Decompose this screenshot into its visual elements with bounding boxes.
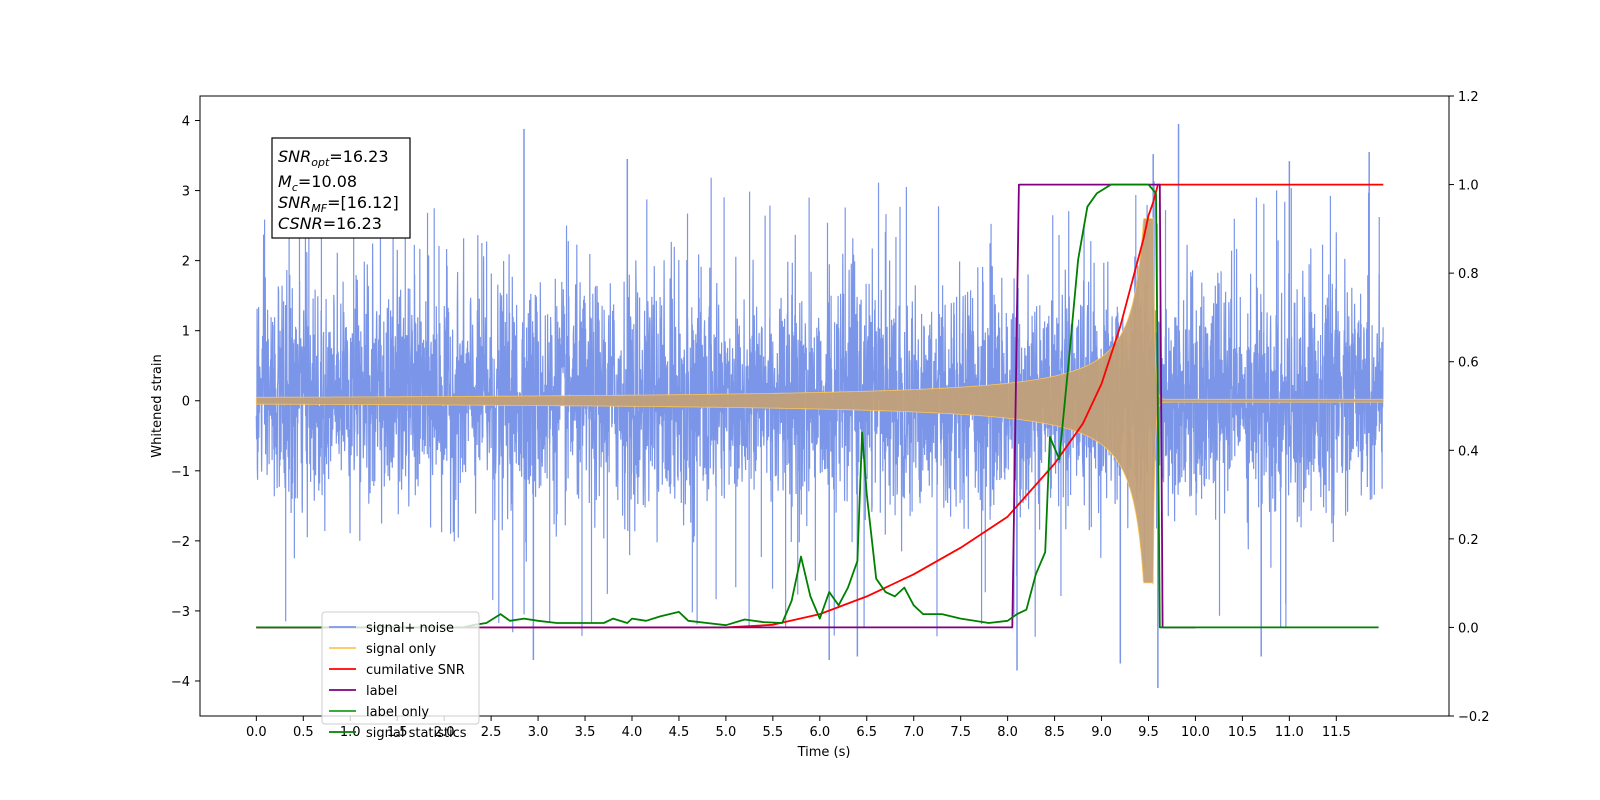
y-right-tick-label: −0.2 bbox=[1458, 710, 1490, 725]
x-tick-label: 3.5 bbox=[575, 725, 596, 740]
y-right-tick-label: 0.4 bbox=[1458, 444, 1479, 459]
x-tick-label: 8.0 bbox=[997, 725, 1018, 740]
legend-label: cumilative SNR bbox=[366, 663, 465, 678]
y-left-tick-label: −2 bbox=[171, 535, 190, 550]
legend-label: signal+ noise bbox=[366, 621, 454, 636]
y-right-tick-label: 0.6 bbox=[1458, 356, 1479, 371]
y-left-tick-label: 2 bbox=[182, 255, 190, 270]
data-layer bbox=[255, 124, 1384, 688]
legend-label: label only bbox=[366, 705, 429, 720]
legend: signal+ noise signal only cumilative SNR la… bbox=[321, 611, 480, 741]
x-tick-label: 0.0 bbox=[246, 725, 267, 740]
x-tick-label: 11.0 bbox=[1275, 725, 1304, 740]
x-tick-label: 6.5 bbox=[856, 725, 877, 740]
y-left-tick-label: 4 bbox=[182, 115, 190, 130]
y-right-tick-label: 0.2 bbox=[1458, 533, 1479, 548]
annotation-snr-mf: SNRMF=[16.12] bbox=[278, 193, 399, 215]
x-axis: 0.0 0.5 1.0 1.5 2.0 2.5 3.0 3.5 4.0 4.5 5.0 5.5 6.0 6… bbox=[246, 716, 1351, 740]
series-signal-only bbox=[255, 217, 1384, 585]
x-tick-label: 4.5 bbox=[669, 725, 690, 740]
x-tick-label: 9.5 bbox=[1138, 725, 1159, 740]
x-tick-label: 5.0 bbox=[716, 725, 737, 740]
x-axis-label: Time (s) bbox=[797, 745, 851, 760]
x-tick-label: 5.5 bbox=[763, 725, 784, 740]
x-tick-label: 6.0 bbox=[809, 725, 830, 740]
y-right-tick-label: 1.2 bbox=[1458, 90, 1479, 105]
y-left-tick-label: −4 bbox=[171, 675, 190, 690]
y-left-tick-label: −1 bbox=[171, 465, 190, 480]
x-tick-label: 10.5 bbox=[1228, 725, 1257, 740]
annotation-box: SNRopt=16.23 Mc=10.08 SNRMF=[16.12] CSNR… bbox=[271, 137, 411, 239]
x-tick-label: 0.5 bbox=[293, 725, 314, 740]
y-right-tick-label: 0.8 bbox=[1458, 267, 1479, 282]
x-tick-label: 7.0 bbox=[903, 725, 924, 740]
x-tick-label: 4.0 bbox=[622, 725, 643, 740]
annotation-chirp-mass: Mc=10.08 bbox=[278, 172, 357, 194]
series-signal-statistics bbox=[256, 183, 1379, 629]
y-axis-left: 4 3 2 1 0 −1 −2 −3 −4 bbox=[171, 115, 200, 690]
annotation-snr-opt: SNRopt=16.23 bbox=[278, 147, 389, 169]
x-tick-label: 11.5 bbox=[1322, 725, 1351, 740]
x-tick-label: 2.0 bbox=[434, 725, 455, 740]
y-left-tick-label: 3 bbox=[182, 185, 190, 200]
legend-label: signal only bbox=[366, 642, 436, 657]
legend-label: signal statistics bbox=[366, 726, 467, 741]
plot-frame bbox=[199, 95, 1450, 717]
x-tick-label: 2.5 bbox=[481, 725, 502, 740]
x-tick-label: 8.5 bbox=[1044, 725, 1065, 740]
y-axis-label-left: Whitened strain bbox=[150, 354, 165, 457]
x-tick-label: 10.0 bbox=[1181, 725, 1210, 740]
x-tick-label: 3.0 bbox=[528, 725, 549, 740]
y-left-tick-label: −3 bbox=[171, 605, 190, 620]
y-right-tick-label: 0.0 bbox=[1458, 621, 1479, 636]
series-signal-noise-spikes bbox=[263, 124, 1380, 688]
x-tick-label: 1.5 bbox=[387, 725, 408, 740]
annotation-csnr: CSNR=16.23 bbox=[278, 214, 382, 233]
y-left-tick-label: 0 bbox=[182, 395, 190, 410]
y-left-tick-label: 1 bbox=[182, 325, 190, 340]
series-cumilative-snr bbox=[256, 183, 1384, 629]
x-tick-label: 9.0 bbox=[1091, 725, 1112, 740]
legend-label: label bbox=[366, 684, 397, 699]
y-axis-right: 1.2 1.0 0.8 0.6 0.4 0.2 0.0 −0.2 bbox=[1449, 90, 1490, 725]
x-tick-label: 7.5 bbox=[950, 725, 971, 740]
y-right-tick-label: 1.0 bbox=[1458, 179, 1479, 194]
